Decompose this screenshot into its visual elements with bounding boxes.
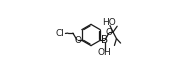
Text: Cl: Cl: [55, 29, 64, 38]
Text: O: O: [105, 28, 113, 37]
Text: HO: HO: [102, 18, 115, 27]
Text: OH: OH: [98, 48, 112, 57]
Text: O: O: [74, 36, 81, 45]
Text: B: B: [101, 35, 108, 45]
